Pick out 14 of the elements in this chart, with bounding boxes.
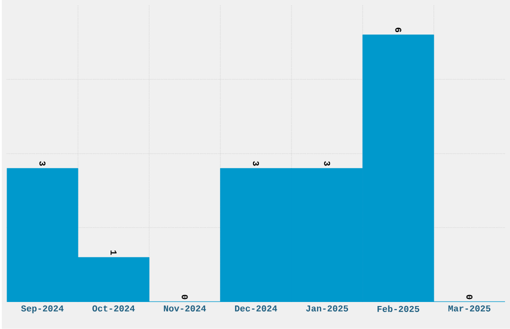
x-tick-label: Nov-2024: [164, 306, 206, 312]
data-label: 1: [110, 250, 117, 255]
x-tick-label: Mar-2025: [448, 306, 490, 312]
x-tick-label: Sep-2024: [21, 306, 64, 314]
x-tick-label: Dec-2024: [235, 306, 278, 312]
x-tick-label: Jan-2025: [306, 306, 348, 312]
x-tick-label: Oct-2024: [92, 306, 135, 312]
data-label: 0: [182, 294, 188, 300]
data-label: 6: [395, 28, 402, 32]
x-tick-label: Feb-2025: [378, 306, 420, 312]
data-label: 3: [39, 161, 46, 166]
data-label: 3: [252, 161, 259, 166]
data-label: 0: [466, 294, 472, 300]
data-label: 3: [324, 161, 330, 166]
